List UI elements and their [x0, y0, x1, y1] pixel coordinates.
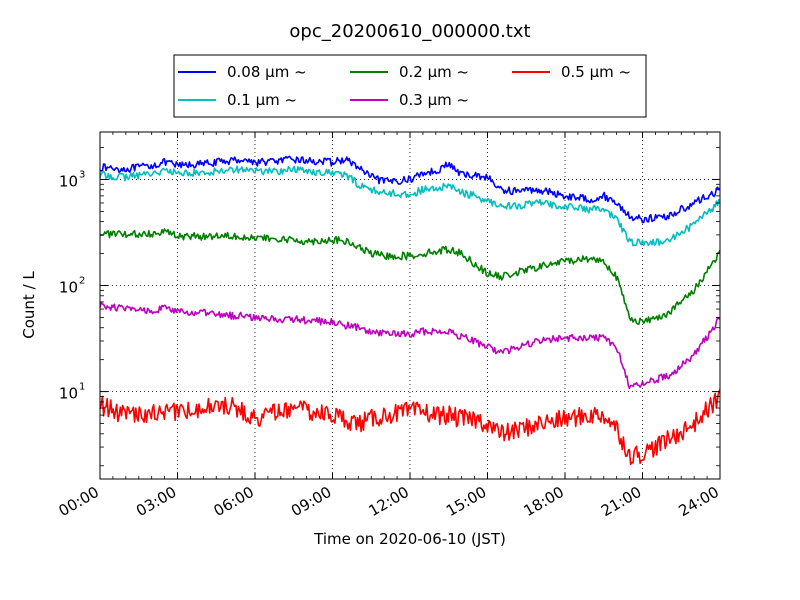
- legend: 0.08 μm ~ 0.1 μm ~ 0.2 μm ~ 0.3 μm ~ 0.5 μm …: [173, 54, 647, 118]
- grid: [100, 132, 720, 479]
- plot-frame: [99, 131, 721, 480]
- x-axis-label: Time on 2020-06-10 (JST): [313, 530, 506, 548]
- y-tick-label-exponent: 1: [79, 382, 85, 393]
- y-tick-label: 10 1: [59, 382, 85, 403]
- x-tick-label: 09:00: [288, 483, 334, 520]
- series-line: [99, 165, 721, 247]
- y-tick-label: 10 2: [59, 276, 85, 297]
- x-tick-label: 15:00: [443, 483, 489, 520]
- x-tick-label: 06:00: [211, 483, 257, 520]
- y-tick-label-exponent: 2: [79, 276, 85, 287]
- series-line: [99, 389, 721, 466]
- series-line: [99, 301, 721, 390]
- legend-frame: [173, 54, 647, 118]
- x-tick-label: 03:00: [133, 483, 179, 520]
- y-tick-label: 10 3: [59, 169, 85, 190]
- y-tick-label-exponent: 3: [79, 169, 85, 180]
- x-tick-label: 21:00: [598, 483, 644, 520]
- x-tick-label: 24:00: [676, 483, 722, 520]
- legend-label: 0.08 μm ~: [227, 63, 307, 81]
- legend-label: 0.3 μm ~: [399, 91, 469, 109]
- y-tick-label-base: 10: [59, 385, 78, 403]
- y-tick-label-base: 10: [59, 279, 78, 297]
- chart-title: opc_20200610_000000.txt: [289, 21, 530, 42]
- y-tick-label-base: 10: [59, 172, 78, 190]
- series-line: [99, 228, 721, 325]
- legend-label: 0.5 μm ~: [561, 63, 631, 81]
- legend-label: 0.2 μm ~: [399, 63, 469, 81]
- x-tick-label: 18:00: [521, 483, 567, 520]
- x-tick-label: 00:00: [56, 483, 102, 520]
- legend-label: 0.1 μm ~: [227, 91, 297, 109]
- y-axis-label: Count / L: [20, 271, 38, 339]
- x-tick-labels: 00:00 03:00 06:00 09:00 12:00 15:00 18:00 21:00…: [56, 483, 722, 520]
- series-group: [99, 155, 721, 466]
- series-line: [99, 155, 721, 224]
- plot-area: [99, 131, 721, 480]
- x-tick-label: 12:00: [366, 483, 412, 520]
